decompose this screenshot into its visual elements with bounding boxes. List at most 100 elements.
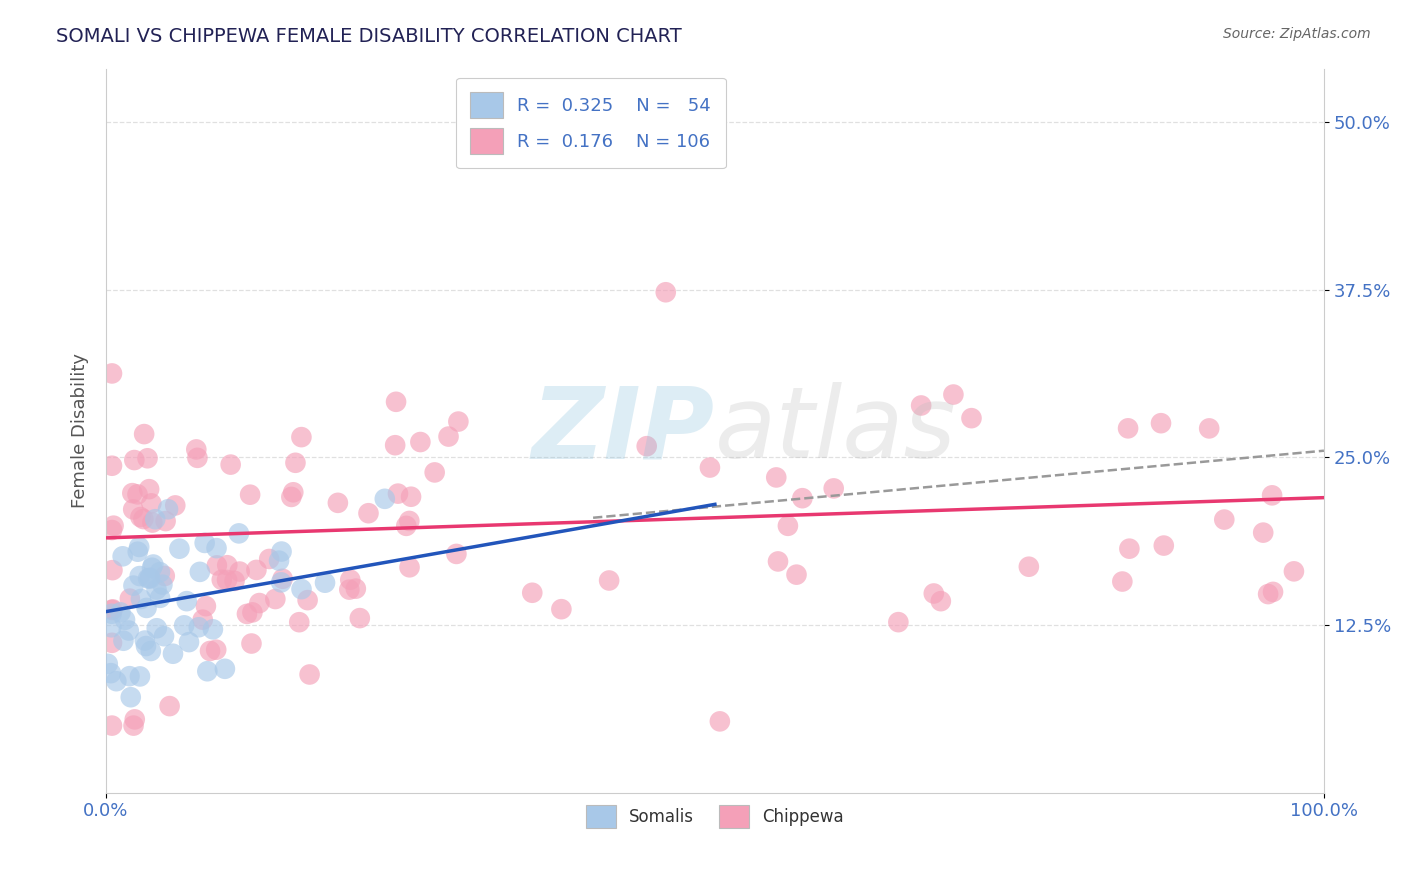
Point [776,518,799,533]
Point [387,486,409,500]
Point [215,573,238,587]
Point [298,667,321,681]
Point [437,429,460,443]
Point [236,607,259,621]
Point [242,606,264,620]
Point [124,712,146,726]
Point [205,558,228,573]
Point [128,540,150,554]
Point [1111,574,1133,589]
Point [288,615,311,630]
Point [337,582,360,597]
Point [766,554,789,568]
Point [271,572,294,586]
Point [823,482,845,496]
Point [100,607,122,621]
Point [270,544,292,558]
Y-axis label: Female Disability: Female Disability [72,353,89,508]
Point [344,582,367,596]
Point [103,518,125,533]
Point [186,442,208,457]
Point [110,606,132,620]
Point [267,554,290,568]
Point [280,490,302,504]
Point [165,499,187,513]
Point [1282,565,1305,579]
Point [284,456,307,470]
Point [152,577,174,591]
Point [194,536,217,550]
Point [129,669,152,683]
Point [153,629,176,643]
Legend: Somalis, Chippewa: Somalis, Chippewa [579,798,851,835]
Point [145,621,167,635]
Point [245,563,267,577]
Point [385,394,408,409]
Point [636,439,658,453]
Point [122,718,145,732]
Point [100,666,122,681]
Point [101,523,124,537]
Point [145,582,167,597]
Point [550,602,572,616]
Point [960,411,983,425]
Point [598,574,620,588]
Point [122,502,145,516]
Point [290,430,312,444]
Point [228,526,250,541]
Point [157,502,180,516]
Point [188,565,211,579]
Point [922,586,945,600]
Point [101,636,124,650]
Point [105,674,128,689]
Point [141,516,163,530]
Point [191,613,214,627]
Point [283,485,305,500]
Point [929,594,952,608]
Point [101,603,124,617]
Point [118,624,141,638]
Text: ZIP: ZIP [531,382,714,479]
Point [398,560,420,574]
Point [910,399,932,413]
Point [205,541,228,556]
Point [399,490,422,504]
Point [120,690,142,705]
Point [257,552,280,566]
Point [173,618,195,632]
Point [297,593,319,607]
Point [201,623,224,637]
Point [264,592,287,607]
Point [139,572,162,586]
Point [228,565,250,579]
Point [409,435,432,450]
Point [699,460,721,475]
Point [1261,585,1284,599]
Point [149,591,172,605]
Point [326,496,349,510]
Text: SOMALI VS CHIPPEWA FEMALE DISABILITY CORRELATION CHART: SOMALI VS CHIPPEWA FEMALE DISABILITY COR… [56,27,682,45]
Point [395,519,418,533]
Point [101,718,124,732]
Point [447,415,470,429]
Point [1261,488,1284,502]
Point [786,567,808,582]
Point [290,582,312,596]
Point [134,427,156,442]
Point [655,285,678,300]
Point [211,573,233,587]
Point [118,669,141,683]
Point [792,491,814,506]
Point [138,482,160,496]
Point [339,573,361,587]
Point [240,636,263,650]
Point [247,596,270,610]
Point [1118,541,1140,556]
Point [194,599,217,614]
Point [709,714,731,729]
Point [224,574,246,588]
Point [214,662,236,676]
Point [219,458,242,472]
Point [100,620,122,634]
Point [398,514,420,528]
